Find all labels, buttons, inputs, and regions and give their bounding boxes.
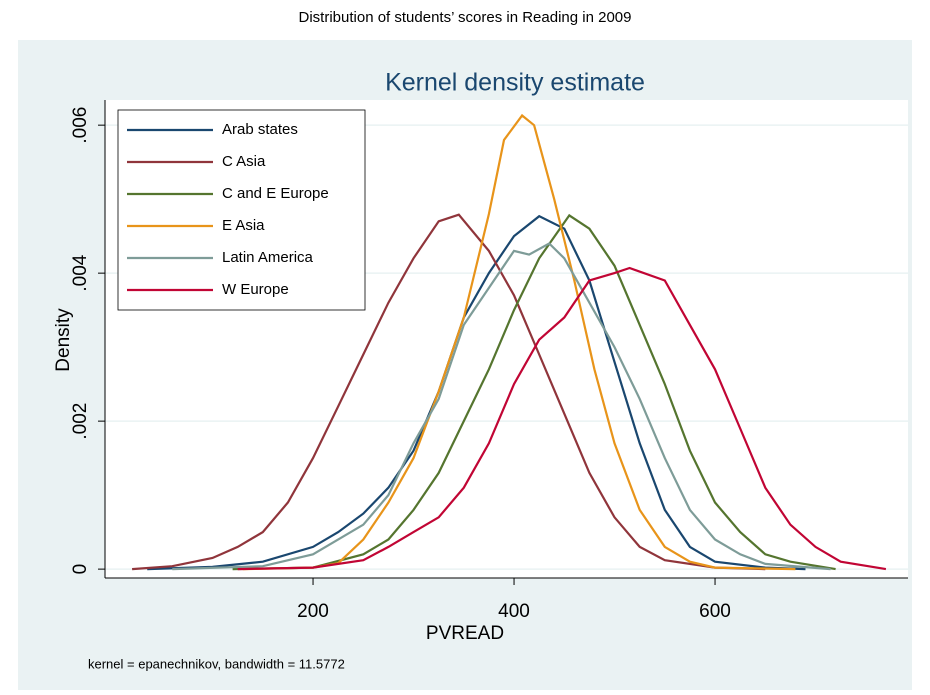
density-line xyxy=(172,242,831,571)
note: kernel = epanechnikov, bandwidth = 11.57… xyxy=(88,656,345,671)
density-line xyxy=(242,113,796,571)
page-title: Distribution of students’ scores in Read… xyxy=(299,9,632,26)
legend-label: Arab states xyxy=(222,121,298,138)
y-tick-label: .004 xyxy=(70,254,91,291)
density-line xyxy=(147,214,806,571)
legend-label: Latin America xyxy=(222,249,314,266)
density-line xyxy=(237,266,887,571)
chart-title: Kernel density estimate xyxy=(385,69,645,97)
density-line xyxy=(232,213,836,571)
x-tick-label: 400 xyxy=(498,601,530,622)
legend-label: C and E Europe xyxy=(222,185,329,202)
density-line xyxy=(132,213,766,571)
legend-label: E Asia xyxy=(222,217,265,234)
x-tick-label: 200 xyxy=(297,601,329,622)
y-axis-label: Density xyxy=(53,308,74,372)
legend-box xyxy=(117,109,366,311)
y-tick-label: .002 xyxy=(70,403,91,440)
legend-label: C Asia xyxy=(222,153,266,170)
legend-label: W Europe xyxy=(222,281,289,298)
x-axis-label: PVREAD xyxy=(426,623,504,644)
y-tick-label: .006 xyxy=(70,107,91,144)
x-tick-label: 600 xyxy=(699,601,731,622)
y-tick-label: 0 xyxy=(70,564,91,575)
